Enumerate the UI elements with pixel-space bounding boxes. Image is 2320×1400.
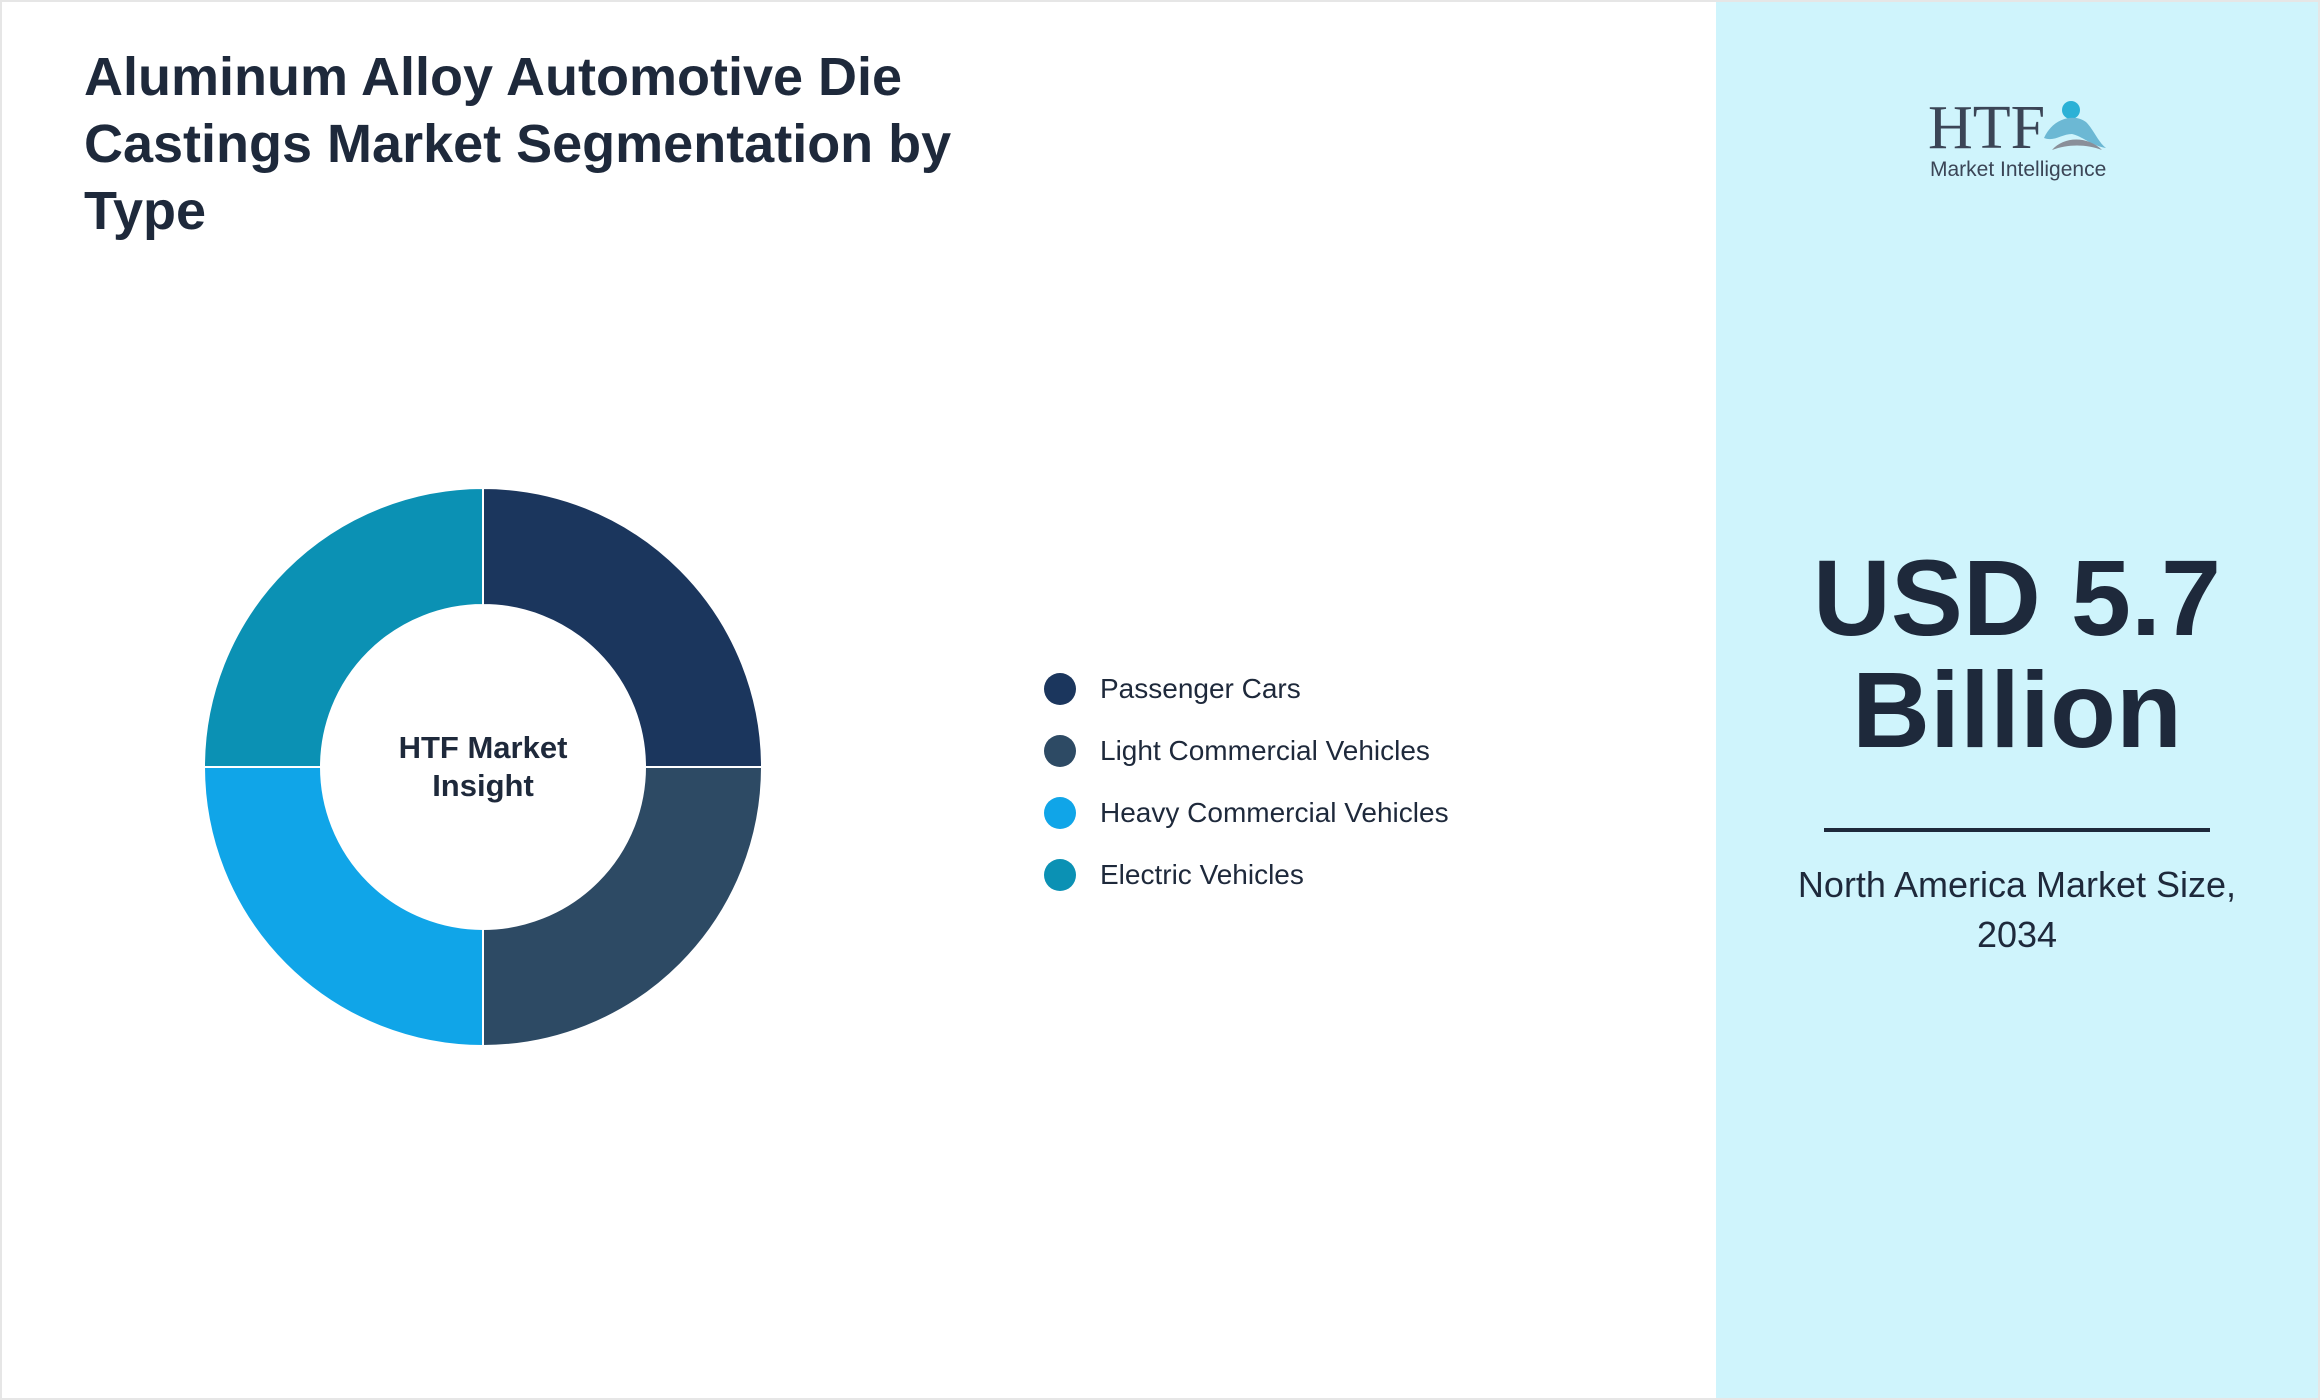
legend-swatch-passenger-cars — [1044, 673, 1076, 705]
market-size-value: USD 5.7 Billion — [1812, 537, 2222, 770]
chart-title: Aluminum Alloy Automotive Die Castings M… — [84, 47, 952, 241]
legend-swatch-heavy-commercial-vehicles — [1044, 797, 1076, 829]
legend-item-passenger-cars: Passenger Cars — [1044, 658, 1449, 720]
logo-base-swoosh — [2052, 139, 2102, 150]
logo-subtext: Market Intelligence — [1930, 158, 2106, 181]
logo-figure-head — [2062, 101, 2080, 119]
donut-svg — [202, 486, 764, 1048]
htf-logo: HTF Market Intelligence — [1926, 76, 2116, 186]
value-divider — [1824, 828, 2210, 832]
market-size-caption: North America Market Size, 2034 — [1797, 864, 2237, 955]
donut-slice-heavy-commercial-vehicles — [202, 766, 484, 1048]
legend-swatch-electric-vehicles — [1044, 859, 1076, 891]
legend-label-passenger-cars: Passenger Cars — [1100, 673, 1301, 704]
legend-item-heavy-commercial-vehicles: Heavy Commercial Vehicles — [1044, 782, 1449, 844]
legend-item-electric-vehicles: Electric Vehicles — [1044, 844, 1449, 906]
logo-letters: HTF — [1928, 94, 2045, 162]
donut-slice-light-commercial-vehicles — [482, 766, 764, 1048]
donut-slice-electric-vehicles — [202, 486, 484, 768]
htf-logo-mark: HTF Market Intelligence — [1928, 94, 2106, 181]
legend-label-heavy-commercial-vehicles: Heavy Commercial Vehicles — [1100, 797, 1449, 828]
legend-label-electric-vehicles: Electric Vehicles — [1100, 859, 1304, 890]
donut-chart: HTF Market Insight — [202, 486, 764, 1048]
logo-figure-swoosh — [2044, 117, 2106, 148]
legend-label-light-commercial-vehicles: Light Commercial Vehicles — [1100, 735, 1430, 766]
chart-legend: Passenger Cars Light Commercial Vehicles H… — [1044, 658, 1449, 906]
summary-panel: HTF Market Intelligence USD 5.7 Billion … — [1716, 2, 2318, 1398]
legend-item-light-commercial-vehicles: Light Commercial Vehicles — [1044, 720, 1449, 782]
chart-area: Aluminum Alloy Automotive Die Castings M… — [2, 2, 1716, 1398]
donut-slice-passenger-cars — [482, 486, 764, 768]
legend-swatch-light-commercial-vehicles — [1044, 735, 1076, 767]
